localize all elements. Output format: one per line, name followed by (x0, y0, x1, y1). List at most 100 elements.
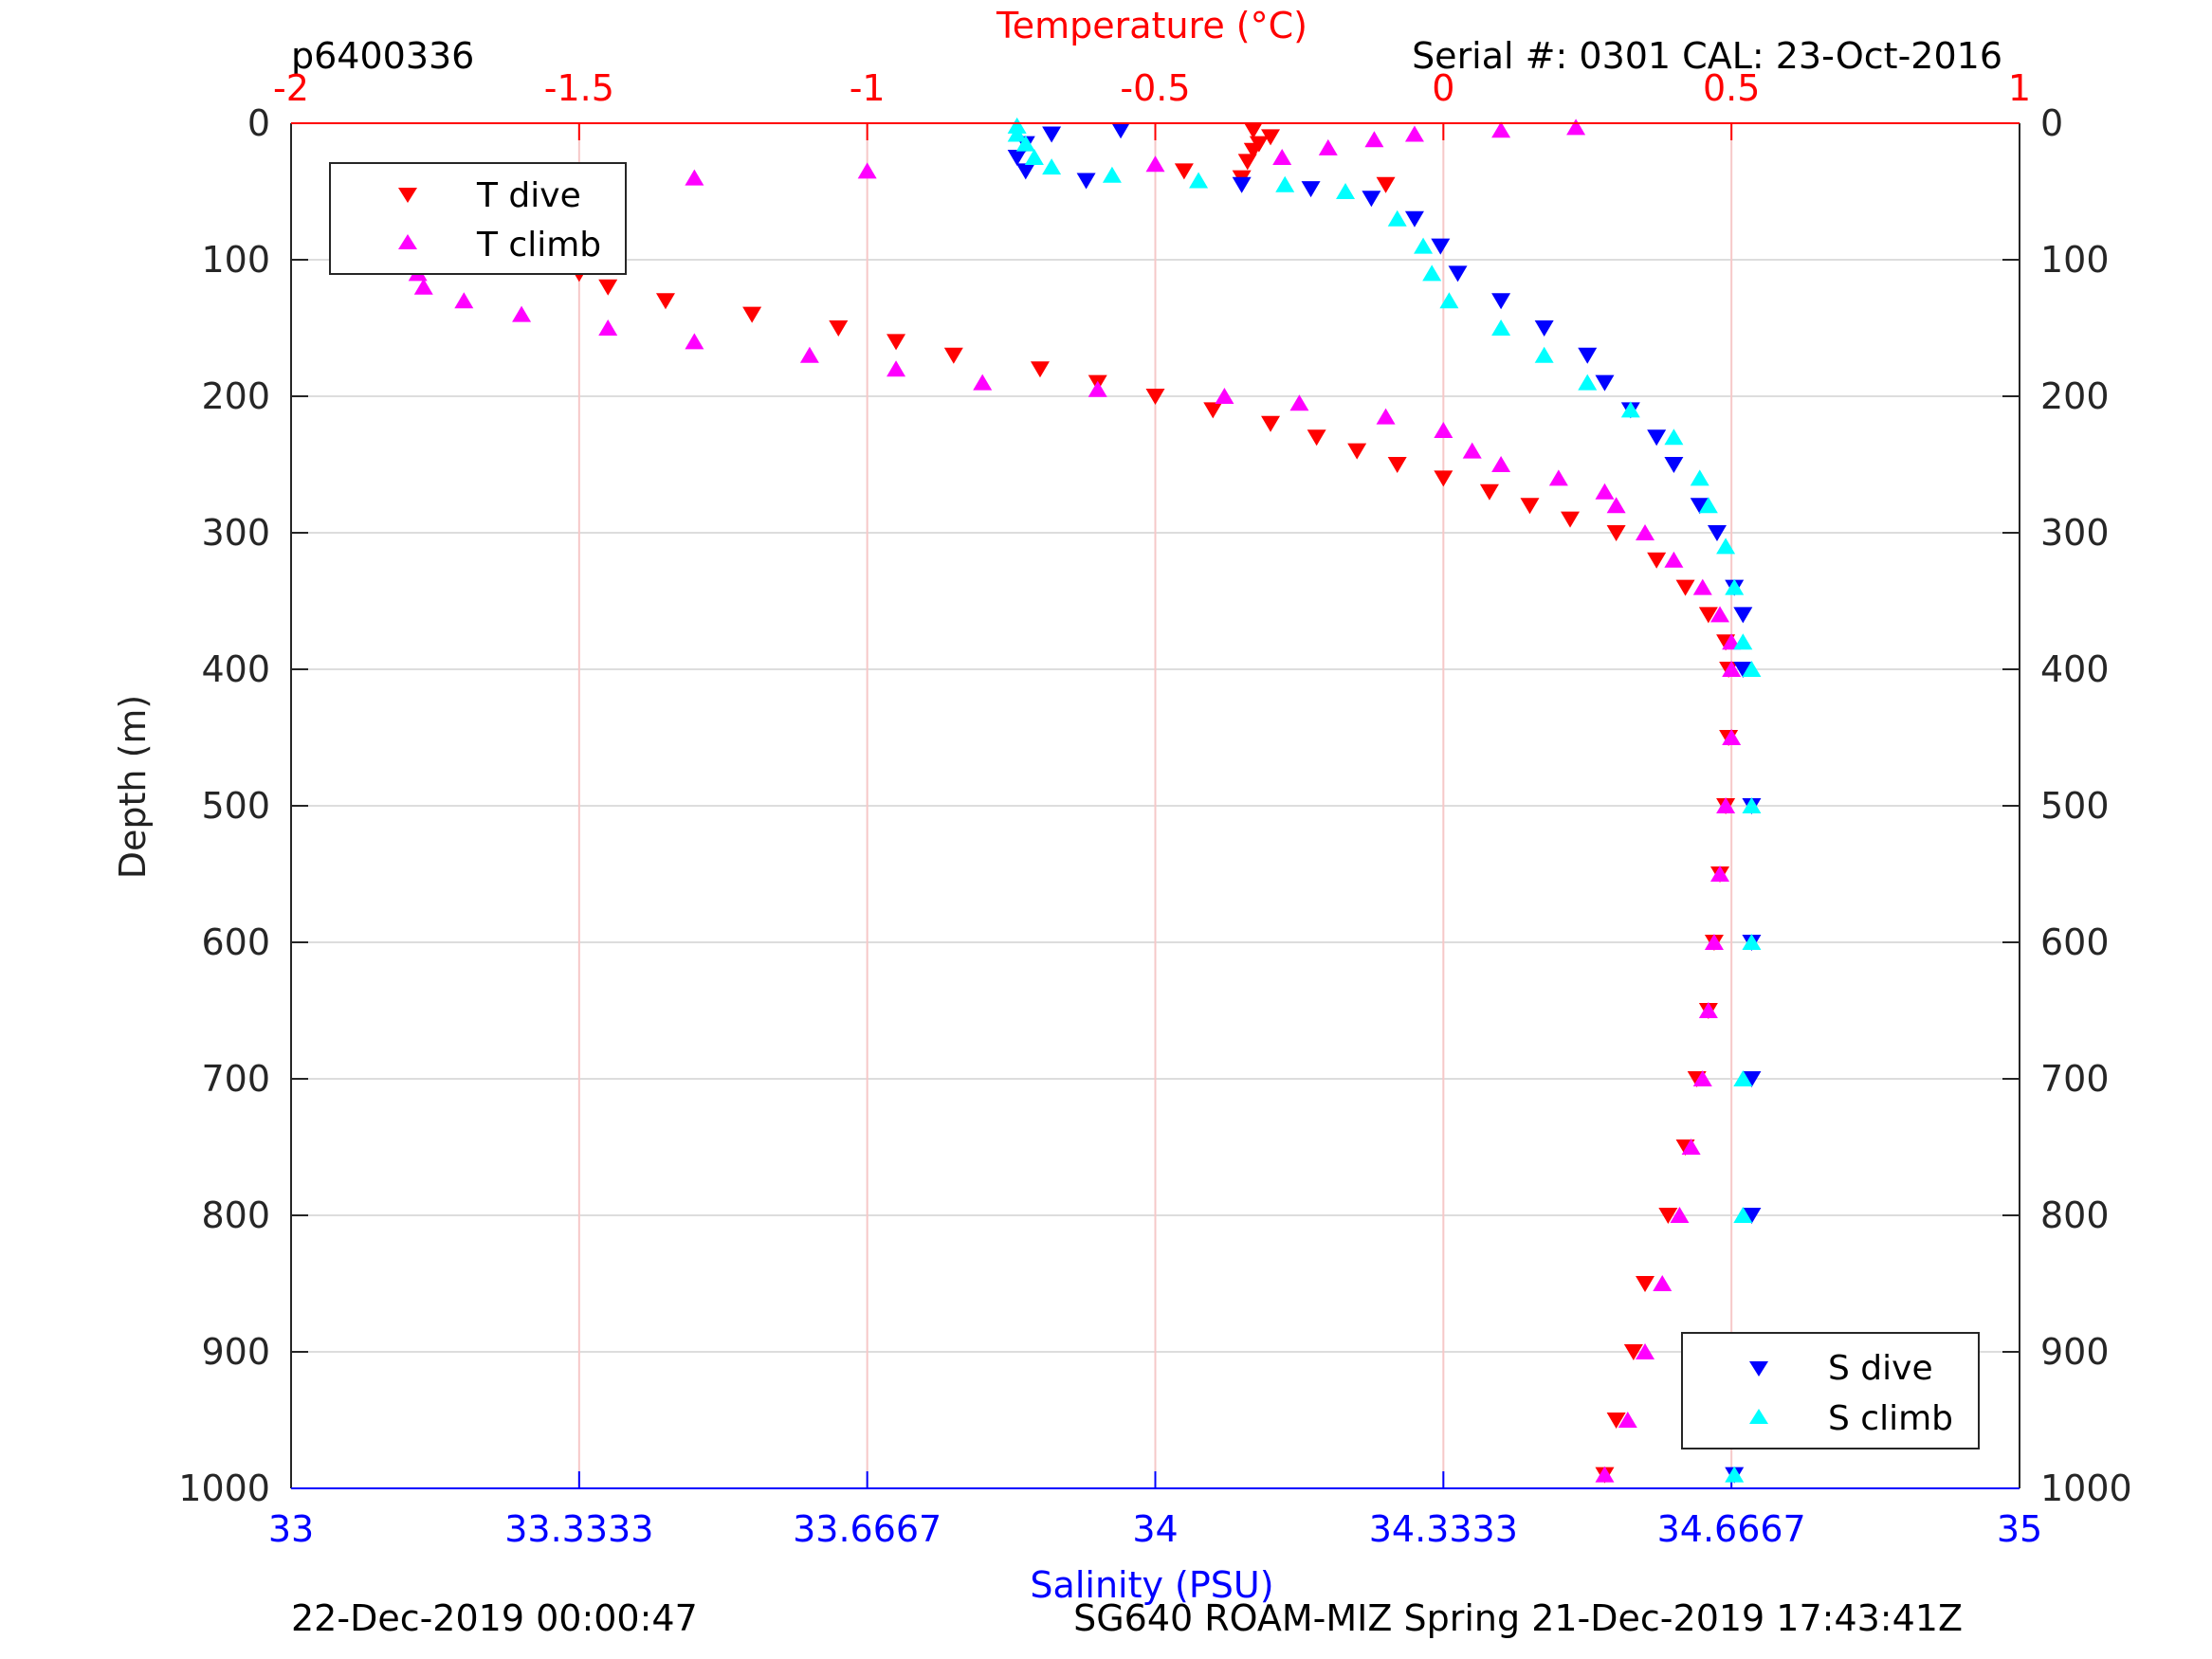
s-dive-point (1301, 181, 1321, 198)
legend-temperature: T dive T climb (329, 162, 627, 275)
t-climb-point (1566, 118, 1586, 136)
sal-tick-label: 33.3333 (504, 1508, 653, 1550)
t-dive-point (1606, 1413, 1626, 1429)
t-climb-point (1636, 524, 1655, 540)
t-dive-point (1561, 511, 1581, 528)
t-climb-point (1670, 1207, 1690, 1223)
t-climb-point (1698, 1002, 1718, 1018)
t-climb-point (1088, 380, 1107, 397)
depth-tick-label-right: 600 (2040, 921, 2110, 963)
depth-tick-label-left: 900 (201, 1331, 270, 1373)
t-climb-point (857, 162, 877, 179)
t-dive-point (829, 320, 849, 337)
s-dive-point (1647, 429, 1667, 447)
s-climb-point (1007, 117, 1027, 134)
t-climb-point (1692, 1070, 1712, 1086)
t-climb-point (1462, 442, 1482, 459)
s-climb-point (1578, 374, 1598, 391)
t-climb-point (1653, 1275, 1673, 1291)
s-climb-point (1387, 210, 1407, 227)
t-climb-point (1618, 1412, 1637, 1428)
depth-tick-label-right: 900 (2040, 1331, 2110, 1373)
t-dive-point (1636, 1276, 1655, 1292)
sal-tick-label: 34 (1132, 1508, 1178, 1550)
ticks: 0 0 100 100 200 200 300 300 400 400 500 500 600 600 70… (178, 67, 2131, 1550)
s-dive-point (1578, 347, 1598, 364)
t-climb-point (1404, 125, 1424, 142)
t-climb-point (1722, 729, 1742, 745)
depth-tick-label-right: 300 (2040, 512, 2110, 554)
t-dive-point (598, 279, 618, 296)
t-climb-point (1318, 138, 1338, 155)
t-climb-point (1289, 394, 1309, 411)
legend-s-dive-label: S dive (1828, 1349, 1933, 1388)
s-dive-point (1042, 126, 1062, 143)
s-climb-point (1733, 1070, 1753, 1086)
s-climb-point (1189, 172, 1209, 189)
s-dive-point (1448, 265, 1468, 283)
s-climb-point (1439, 292, 1459, 309)
s-climb-point (1664, 428, 1684, 446)
s-dive-point (1733, 607, 1753, 624)
t-dive-point (1347, 443, 1367, 460)
s-climb-point (1336, 183, 1356, 199)
t-climb-point (413, 278, 433, 295)
s-climb-point (1725, 1466, 1745, 1483)
t-climb-point (887, 360, 906, 377)
depth-tick-label-left: 400 (201, 648, 270, 690)
t-dive-point (655, 293, 675, 310)
t-climb-point (454, 292, 474, 309)
sal-tick-label: 34.6667 (1657, 1508, 1806, 1550)
t-dive-point (943, 347, 963, 364)
depth-tick-label-right: 1000 (2040, 1468, 2132, 1509)
t-dive-point (1658, 1208, 1678, 1224)
t-dive-point (742, 306, 762, 323)
depth-tick-label-left: 800 (201, 1194, 270, 1236)
series-t-climb (408, 118, 1742, 1483)
s-climb-point (1733, 633, 1753, 650)
t-dive-point (887, 334, 906, 351)
t-climb-point (1364, 131, 1384, 148)
legend-t-climb-label: T climb (476, 226, 601, 264)
s-dive-point (1007, 150, 1027, 166)
temp-tick-label: -2 (273, 67, 309, 109)
s-dive-point (1742, 1071, 1762, 1087)
t-climb-point (1636, 1343, 1655, 1359)
t-dive-point (1145, 389, 1165, 405)
t-climb-point (598, 319, 618, 336)
s-dive-point (1664, 457, 1684, 473)
t-climb-point (1491, 456, 1511, 472)
s-climb-point (1422, 264, 1442, 282)
t-climb-point (1215, 388, 1234, 404)
depth-tick-label-left: 200 (201, 375, 270, 417)
t-dive-point (1520, 498, 1540, 515)
serial-cal: Serial #: 0301 CAL: 23-Oct-2016 (1412, 35, 2002, 77)
temp-tick-label: -1 (850, 67, 886, 109)
timestamp: 22-Dec-2019 00:00:47 (291, 1597, 698, 1639)
t-climb-point (973, 374, 993, 391)
t-climb-point (1434, 422, 1453, 438)
series-s-dive (1007, 122, 1762, 1484)
s-climb-point (1534, 346, 1554, 363)
s-climb-point (1716, 538, 1736, 555)
s-dive-point (1404, 210, 1424, 228)
sal-tick-label: 33 (268, 1508, 314, 1550)
temp-tick-label: -0.5 (1120, 67, 1190, 109)
t-climb-point (1722, 661, 1742, 677)
s-dive-point (1690, 498, 1709, 515)
s-climb-point (1414, 237, 1434, 254)
t-climb-point (1272, 149, 1292, 165)
legend-salinity: S dive S climb (1681, 1332, 1980, 1449)
sal-tick-label: 35 (1997, 1508, 2042, 1550)
t-climb-point (1548, 469, 1568, 486)
t-climb-point (799, 346, 819, 363)
s-dive-point (1733, 662, 1753, 678)
depth-tick-label-right: 400 (2040, 648, 2110, 690)
t-climb-point (1145, 155, 1165, 173)
t-climb-point (512, 305, 532, 322)
t-dive-point (1203, 402, 1223, 419)
t-climb-point (1664, 551, 1684, 568)
s-climb-point (1742, 661, 1762, 677)
s-dive-point (1232, 176, 1252, 193)
series-s-climb (1007, 117, 1762, 1483)
